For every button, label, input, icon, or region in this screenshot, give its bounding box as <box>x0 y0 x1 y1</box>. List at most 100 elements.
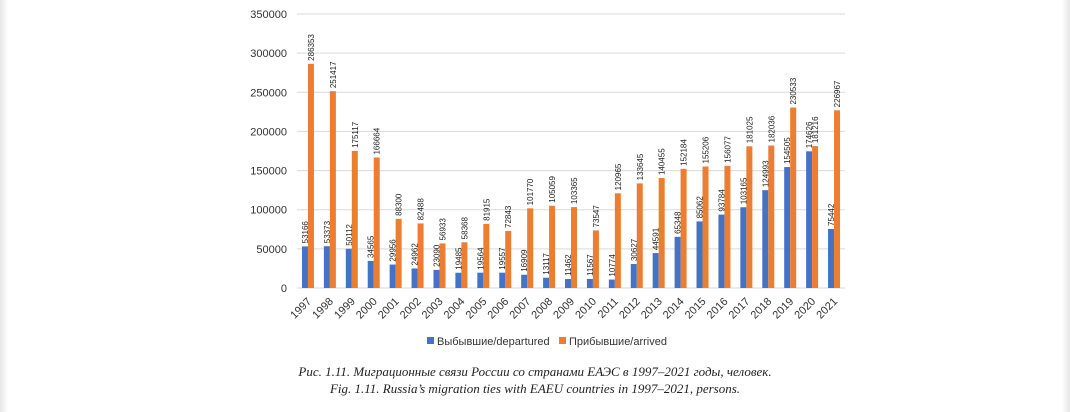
data-label-arrived: 140455 <box>658 148 667 175</box>
x-tick-label: 2006 <box>486 296 512 322</box>
bar-arrived <box>571 207 577 288</box>
data-label-arrived: 226967 <box>833 80 842 107</box>
bar-departured <box>630 264 637 288</box>
bar-arrived <box>680 168 687 288</box>
bar-arrived <box>505 230 512 288</box>
bar-departured <box>477 272 484 288</box>
data-label-arrived: 82488 <box>417 198 426 221</box>
data-label-departured: 13117 <box>542 253 551 275</box>
x-tick-label: 2012 <box>617 296 643 322</box>
bar-departured <box>543 277 550 288</box>
page-edge-right <box>1062 0 1070 412</box>
bar-arrived <box>790 107 797 288</box>
bar-departured <box>521 274 528 288</box>
x-tick-label: 2016 <box>705 296 731 322</box>
data-label-arrived: 81915 <box>482 198 491 221</box>
data-label-arrived: 182036 <box>767 115 776 142</box>
bar-arrived <box>636 183 643 288</box>
x-tick-label: 1997 <box>288 296 314 322</box>
data-label-arrived: 56933 <box>438 218 447 241</box>
y-tick-label: 50000 <box>256 244 287 256</box>
data-label-arrived: 120965 <box>614 163 623 190</box>
x-tick-label: 2001 <box>376 296 402 322</box>
legend-label: Прибывшие/arrived <box>569 336 667 348</box>
x-tick-label: 2007 <box>507 296 533 322</box>
bar-departured <box>411 268 418 288</box>
data-label-departured: 11462 <box>564 254 573 276</box>
data-label-arrived: 251417 <box>329 61 338 88</box>
data-label-departured: 44591 <box>652 227 661 250</box>
data-label-departured: 93784 <box>717 189 726 212</box>
bar-arrived <box>527 208 534 288</box>
x-tick-label: 2013 <box>639 296 665 322</box>
data-label-departured: 103165 <box>739 177 748 204</box>
y-tick-label: 100000 <box>250 205 287 217</box>
bar-departured <box>367 260 374 288</box>
data-label-arrived: 73547 <box>592 205 601 228</box>
data-label-arrived: 286353 <box>307 34 316 61</box>
data-label-arrived: 175117 <box>351 121 360 148</box>
data-label-arrived: 155206 <box>702 136 711 163</box>
data-label-arrived: 133645 <box>636 153 645 180</box>
data-label-departured: 154505 <box>783 137 792 164</box>
data-label-arrived: 230533 <box>789 77 798 104</box>
data-label-departured: 65348 <box>674 211 683 234</box>
x-tick-label: 2020 <box>792 296 818 322</box>
data-label-departured: 23090 <box>432 244 441 267</box>
data-label-departured: 29956 <box>389 239 398 262</box>
x-tick-label: 2000 <box>354 296 380 322</box>
bar-arrived <box>351 150 358 288</box>
x-tick-label: 2021 <box>814 296 840 322</box>
y-tick-label: 250000 <box>250 87 287 99</box>
bar-departured <box>696 221 703 288</box>
data-label-arrived: 58368 <box>460 217 469 240</box>
bar-departured <box>674 236 681 288</box>
data-label-departured: 19557 <box>498 247 507 270</box>
bar-departured <box>608 279 615 288</box>
bar-arrived <box>812 146 819 288</box>
x-tick-label: 2005 <box>464 296 490 322</box>
figure-caption-ru: Рис. 1.11. Миграционные связи России со … <box>298 364 772 379</box>
data-label-departured: 124993 <box>761 160 770 187</box>
data-label-arrived: 103365 <box>570 177 579 204</box>
y-tick-label: 0 <box>281 283 287 295</box>
x-tick-label: 2003 <box>420 296 446 322</box>
data-label-arrived: 166664 <box>373 127 382 154</box>
x-tick-label: 2019 <box>771 296 797 322</box>
data-label-departured: 19564 <box>476 247 485 270</box>
bar-arrived <box>483 223 490 288</box>
x-tick-label: 1998 <box>310 296 336 322</box>
data-label-arrived: 152184 <box>680 139 689 166</box>
bar-departured <box>762 190 769 288</box>
bar-arrived <box>702 166 709 288</box>
data-label-departured: 11567 <box>586 254 595 276</box>
bar-arrived <box>614 193 621 288</box>
data-label-departured: 53373 <box>323 220 332 243</box>
bar-arrived <box>417 223 424 288</box>
legend-label: Выбывшие/departured <box>437 336 550 348</box>
bar-arrived <box>768 145 775 288</box>
data-label-departured: 53166 <box>301 221 310 244</box>
legend-swatch <box>559 337 566 344</box>
data-label-departured: 16909 <box>520 249 529 272</box>
bar-departured <box>586 278 593 288</box>
page-edge-left <box>0 0 8 412</box>
bar-departured <box>784 167 791 288</box>
data-label-departured: 75442 <box>827 203 836 226</box>
x-tick-label: 2015 <box>683 296 709 322</box>
bar-arrived <box>395 218 402 288</box>
data-label-arrived: 105059 <box>548 176 557 203</box>
figure-caption-en: Fig. 1.11. Russia’s migration ties with … <box>329 381 741 396</box>
bar-departured <box>828 228 835 288</box>
data-label-arrived: 88300 <box>395 193 404 216</box>
data-label-arrived: 181025 <box>745 116 754 143</box>
y-tick-label: 300000 <box>250 48 287 60</box>
data-label-departured: 174626 <box>805 121 814 148</box>
data-label-arrived: 156077 <box>723 136 732 163</box>
bar-departured <box>652 253 659 288</box>
data-label-departured: 85062 <box>696 196 705 219</box>
data-label-departured: 24962 <box>411 243 420 266</box>
x-tick-label: 2010 <box>573 296 599 322</box>
legend-swatch <box>427 337 434 344</box>
bar-arrived <box>658 178 665 288</box>
